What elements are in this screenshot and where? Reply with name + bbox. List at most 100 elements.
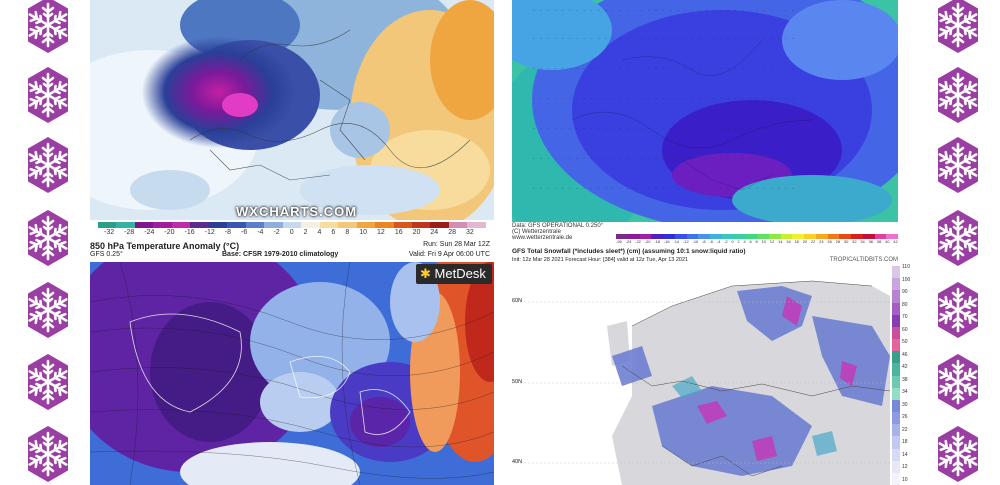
- wxcharts-colorbar-tick: -28: [124, 229, 135, 236]
- tt-colorbar-tick: 18: [902, 439, 908, 446]
- wxcharts-colorbar-tick: 0: [289, 229, 294, 236]
- tt-colorbar-tick: 42: [902, 364, 908, 371]
- wxcharts-colorbar-tick: -24: [144, 229, 155, 236]
- wetterzentrale-colorbar-tick: 28: [835, 239, 841, 244]
- tt-colorbar-tick: 10: [902, 476, 908, 483]
- wetterzentrale-copyright: (C) Wetterzentrale: [512, 229, 561, 235]
- wetterzentrale-colorbar-tick: 32: [852, 239, 857, 244]
- wetterzentrale-data-line: Data: GFS OPERATIONAL 0.250°: [512, 223, 604, 229]
- wxcharts-colorbar-tick: 4: [317, 229, 322, 236]
- right-snowflake-border: [928, 0, 988, 485]
- wxcharts-colorbar-tick: -6: [240, 229, 248, 236]
- wxcharts-colorbar-tick: -12: [204, 229, 215, 236]
- wetterzentrale-colorbar-ticks: -26 -24 -22 -20 -18 -16 -14 -12 -10 -8 -6 -4 -2 0 2 4 6 8…: [616, 239, 898, 244]
- wetterzentrale-colorbar-tick: 22: [810, 239, 816, 244]
- tt-lat-40n: 40N: [512, 459, 523, 465]
- snowflake-icon: [928, 352, 988, 412]
- snowflake-icon: [928, 65, 988, 125]
- metdesk-anomaly-map: [90, 262, 494, 485]
- wetterzentrale-colorbar-tick: 8: [755, 239, 758, 244]
- wetterzentrale-colorbar-tick: -4: [716, 239, 721, 244]
- left-snowflake-border: [18, 0, 78, 485]
- tt-colorbar-tick: 80: [902, 301, 908, 308]
- tt-colorbar-tick: 100: [902, 276, 911, 283]
- metdesk-model: GFS 0.25°: [90, 251, 123, 258]
- wetterzentrale-map: - - - - - - - - - - - - - - - - - - - - …: [512, 0, 898, 222]
- metdesk-valid: Valid: Fri 9 Apr 06:00 UTC: [408, 251, 490, 258]
- tt-lat-60n: 60N: [512, 298, 523, 304]
- wetterzentrale-colorbar-tick: 38: [876, 239, 882, 244]
- tt-snowfall-map: [512, 266, 890, 485]
- wxcharts-colorbar-tick: 24: [430, 229, 439, 236]
- metdesk-title: 850 hPa Temperature Anomaly (°C): [90, 241, 240, 251]
- wetterzentrale-colorbar-tick: 36: [868, 239, 874, 244]
- tt-title: GFS Total Snowfall (*includes sleet*) (c…: [512, 248, 746, 255]
- snowflake-icon: [18, 280, 78, 340]
- svg-text:- - - - - - - - - - - - - - -: - - - - - - - - - - - - - - - - - - - - …: [532, 125, 795, 132]
- tt-colorbar-tick: 26: [902, 414, 908, 421]
- wetterzentrale-colorbar-tick: 24: [819, 239, 824, 244]
- snowflake-icon: [928, 208, 988, 268]
- snowflake-icon: [18, 0, 78, 55]
- svg-text:- - - - - - - - - - - - - - -: - - - - - - - - - - - - - - - - - - - - …: [532, 185, 795, 192]
- svg-text:- - - - - - - - - - - - - - -: - - - - - - - - - - - - - - - - - - - - …: [532, 35, 795, 42]
- tt-colorbar-tick: 110: [902, 264, 910, 270]
- metdesk-panel: 850 hPa Temperature Anomaly (°C) GFS 0.2…: [90, 240, 494, 485]
- wxcharts-anomaly-map: [90, 0, 494, 220]
- snowflake-icon: [18, 424, 78, 484]
- wetterzentrale-colorbar-tick: 26: [827, 239, 832, 244]
- wetterzentrale-url: www.wetterzentrale.de: [512, 235, 573, 241]
- tt-info: Init: 12z Mar 28 2021 Forecast Hour: [38…: [512, 257, 689, 263]
- wetterzentrale-panel: - - - - - - - - - - - - - - - - - - - - …: [512, 0, 898, 248]
- wetterzentrale-colorbar-tick: 14: [777, 239, 783, 244]
- wetterzentrale-colorbar-tick: -10: [692, 239, 699, 244]
- wetterzentrale-colorbar-tick: 4: [743, 239, 746, 244]
- tt-site: TROPICALTIDBITS.COM: [829, 257, 898, 263]
- wxcharts-colorbar-tick: -32: [104, 229, 115, 236]
- snowflake-icon: [928, 424, 988, 484]
- wetterzentrale-colorbar-tick: -14: [673, 239, 680, 244]
- wetterzentrale-colorbar-tick: 20: [802, 239, 808, 244]
- svg-text:- - - - - - - - - - - - - - -: - - - - - - - - - - - - - - - - - - - - …: [532, 7, 795, 14]
- wetterzentrale-colorbar-tick: 12: [769, 239, 775, 244]
- tt-colorbar-tick: 90: [902, 289, 908, 296]
- tt-colorbar-tick: 12: [902, 464, 908, 471]
- wetterzentrale-colorbar-tick: 40: [885, 239, 890, 244]
- wxcharts-colorbar-tick: 10: [359, 229, 368, 236]
- wxcharts-colorbar-tick: 2: [303, 229, 308, 236]
- tt-colorbar-tick: 14: [902, 451, 908, 458]
- wxcharts-colorbar-ticks: -32 -28 -24 -20 -16 -12 -8 -6 -4 -2 0 2 4 6 8 10 12 16 20 2…: [104, 229, 474, 236]
- snowflake-icon: [18, 135, 78, 195]
- svg-text:- - - - - - - - - - - - - - -: - - - - - - - - - - - - - - - - - - - - …: [532, 155, 795, 162]
- wetterzentrale-colorbar-tick: -26: [616, 239, 622, 244]
- wetterzentrale-colorbar-tick: 18: [794, 239, 799, 244]
- tt-colorbar-tick: 46: [902, 351, 908, 358]
- wetterzentrale-colorbar-tick: 30: [843, 239, 849, 244]
- snowflake-icon: [928, 280, 988, 340]
- snowflake-icon: [18, 352, 78, 412]
- wetterzentrale-colorbar-tick: -12: [682, 239, 689, 244]
- tt-colorbar-tick: 60: [902, 326, 908, 333]
- wxcharts-colorbar: [98, 222, 486, 228]
- tt-lat-50n: 50N: [512, 379, 523, 385]
- wxcharts-colorbar-tick: 20: [412, 229, 421, 236]
- tropicaltidbits-panel: GFS Total Snowfall (*includes sleet*) (c…: [512, 248, 912, 485]
- tt-colorbar-tick: 22: [902, 426, 908, 433]
- wxcharts-colorbar-tick: -8: [224, 229, 231, 236]
- wxcharts-colorbar-tick: 12: [377, 229, 385, 236]
- metdesk-run: Run: Sun 28 Mar 12Z: [423, 241, 490, 248]
- snowflake-icon: [928, 135, 988, 195]
- wetterzentrale-colorbar-tick: 6: [749, 239, 752, 244]
- wxcharts-panel: WXCHARTS.COM -32 -28 -24 -20 -16 -12 -8 -6 -4 -2 0…: [90, 0, 494, 240]
- wxcharts-colorbar-tick: -4: [257, 229, 264, 236]
- wxcharts-colorbar-tick: 32: [466, 229, 474, 236]
- tt-colorbar-ticks: 110 100 90 80 70 60 50 46 42 38 34 30 26 22 18 14 12 10: [902, 264, 910, 483]
- wxcharts-logo: WXCHARTS.COM: [236, 204, 358, 219]
- svg-text:- - - - - - - - - - - - - - -: - - - - - - - - - - - - - - - - - - - - …: [532, 95, 795, 102]
- wxcharts-colorbar-tick: -2: [273, 229, 280, 236]
- wetterzentrale-colorbar-tick: 10: [761, 239, 766, 244]
- wetterzentrale-colorbar-tick: 0: [731, 239, 734, 244]
- wetterzentrale-colorbar-tick: -16: [663, 239, 670, 244]
- wetterzentrale-colorbar-tick: 2: [737, 239, 740, 244]
- wetterzentrale-credits: Data: GFS OPERATIONAL 0.250° (C) Wetterz…: [512, 223, 603, 241]
